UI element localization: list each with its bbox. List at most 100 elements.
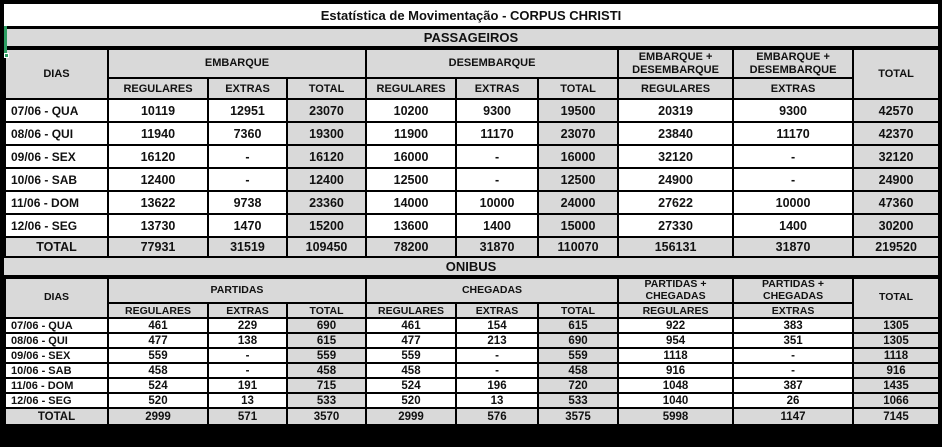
value-cell[interactable]: 458: [536, 362, 620, 380]
value-cell[interactable]: 19500: [537, 98, 620, 123]
value-cell[interactable]: -: [207, 167, 288, 192]
total-value-cell[interactable]: 7145: [852, 407, 941, 427]
value-cell[interactable]: 16120: [285, 144, 368, 169]
total-value-cell[interactable]: 2999: [107, 407, 209, 427]
day-cell[interactable]: 10/06 - SAB: [4, 167, 109, 192]
value-cell[interactable]: -: [455, 167, 540, 192]
value-cell[interactable]: 9300: [732, 98, 855, 123]
total-value-cell[interactable]: 31870: [732, 236, 855, 258]
value-cell[interactable]: 15200: [285, 213, 368, 238]
value-cell[interactable]: 1470: [207, 213, 288, 238]
value-cell[interactable]: 10000: [732, 190, 855, 215]
total-value-cell[interactable]: 576: [455, 407, 539, 427]
value-cell[interactable]: 32120: [617, 144, 735, 169]
total-value-cell[interactable]: 77931: [107, 236, 209, 258]
value-cell[interactable]: 559: [365, 347, 457, 365]
subheader-extras[interactable]: EXTRAS: [455, 77, 540, 100]
value-cell[interactable]: -: [455, 362, 539, 380]
value-cell[interactable]: 30200: [852, 213, 941, 238]
value-cell[interactable]: 458: [286, 362, 367, 380]
total-value-cell[interactable]: 78200: [365, 236, 458, 258]
value-cell[interactable]: 191: [207, 377, 288, 395]
value-cell[interactable]: 690: [536, 332, 620, 350]
fill-handle[interactable]: [4, 53, 9, 58]
subheader-regulares[interactable]: REGULARES: [365, 302, 457, 320]
day-cell[interactable]: 11/06 - DOM: [4, 377, 109, 395]
dias-header[interactable]: DIAS: [4, 48, 109, 100]
value-cell[interactable]: 461: [107, 317, 209, 335]
value-cell[interactable]: 26: [732, 392, 855, 410]
value-cell[interactable]: -: [732, 144, 855, 169]
group-header-embarque[interactable]: EMBARQUE: [106, 48, 368, 79]
total-label-cell[interactable]: TOTAL: [4, 407, 109, 427]
total-value-cell[interactable]: 31870: [455, 236, 540, 258]
day-cell[interactable]: 12/06 - SEG: [4, 213, 109, 238]
value-cell[interactable]: 19300: [285, 121, 368, 146]
value-cell[interactable]: 13: [207, 392, 288, 410]
subheader-extras[interactable]: EXTRAS: [455, 302, 539, 320]
group-header-emb-desemb-regulares[interactable]: EMBARQUE + DESEMBARQUE: [617, 48, 735, 79]
subheader-total[interactable]: TOTAL: [536, 302, 620, 320]
value-cell[interactable]: 16000: [537, 144, 620, 169]
value-cell[interactable]: 213: [455, 332, 539, 350]
subheader-extras[interactable]: EXTRAS: [207, 302, 288, 320]
subheader-total[interactable]: TOTAL: [285, 77, 368, 100]
value-cell[interactable]: 520: [107, 392, 209, 410]
value-cell[interactable]: 520: [365, 392, 457, 410]
day-cell[interactable]: 08/06 - QUI: [4, 332, 109, 350]
group-header-part-cheg-extras[interactable]: PARTIDAS + CHEGADAS: [732, 276, 855, 305]
value-cell[interactable]: -: [732, 347, 855, 365]
value-cell[interactable]: 533: [536, 392, 620, 410]
value-cell[interactable]: 11940: [107, 121, 209, 146]
day-cell[interactable]: 11/06 - DOM: [4, 190, 109, 215]
value-cell[interactable]: 12400: [107, 167, 209, 192]
value-cell[interactable]: 24900: [617, 167, 735, 192]
total-value-cell[interactable]: 109450: [285, 236, 368, 258]
value-cell[interactable]: 47360: [852, 190, 941, 215]
value-cell[interactable]: 13: [455, 392, 539, 410]
value-cell[interactable]: 383: [732, 317, 855, 335]
value-cell[interactable]: 916: [617, 362, 735, 380]
day-cell[interactable]: 07/06 - QUA: [4, 317, 109, 335]
total-value-cell[interactable]: 156131: [617, 236, 735, 258]
value-cell[interactable]: 1066: [852, 392, 941, 410]
value-cell[interactable]: 10000: [455, 190, 540, 215]
grand-total-header[interactable]: TOTAL: [852, 276, 941, 320]
value-cell[interactable]: 12951: [207, 98, 288, 123]
day-cell[interactable]: 08/06 - QUI: [4, 121, 109, 146]
value-cell[interactable]: 524: [107, 377, 209, 395]
value-cell[interactable]: 15000: [537, 213, 620, 238]
value-cell[interactable]: 27622: [617, 190, 735, 215]
value-cell[interactable]: 9300: [455, 98, 540, 123]
value-cell[interactable]: 20319: [617, 98, 735, 123]
subheader-regulares[interactable]: REGULARES: [107, 77, 209, 100]
value-cell[interactable]: -: [455, 347, 539, 365]
value-cell[interactable]: 916: [852, 362, 941, 380]
dias-header[interactable]: DIAS: [4, 276, 109, 320]
value-cell[interactable]: 1118: [852, 347, 941, 365]
value-cell[interactable]: 10200: [365, 98, 458, 123]
value-cell[interactable]: 533: [286, 392, 367, 410]
group-header-emb-desemb-extras[interactable]: EMBARQUE + DESEMBARQUE: [732, 48, 855, 79]
value-cell[interactable]: 42570: [852, 98, 941, 123]
subheader-regulares[interactable]: REGULARES: [617, 302, 735, 320]
subheader-regulares[interactable]: REGULARES: [365, 77, 458, 100]
total-value-cell[interactable]: 5998: [617, 407, 735, 427]
value-cell[interactable]: 12500: [365, 167, 458, 192]
value-cell[interactable]: 1048: [617, 377, 735, 395]
value-cell[interactable]: 12500: [537, 167, 620, 192]
grand-total-header[interactable]: TOTAL: [852, 48, 941, 100]
value-cell[interactable]: 23360: [285, 190, 368, 215]
subheader-regulares[interactable]: REGULARES: [107, 302, 209, 320]
value-cell[interactable]: 138: [207, 332, 288, 350]
group-header-partidas[interactable]: PARTIDAS: [107, 276, 367, 305]
value-cell[interactable]: 524: [365, 377, 457, 395]
value-cell[interactable]: 690: [286, 317, 367, 335]
value-cell[interactable]: 9738: [207, 190, 288, 215]
value-cell[interactable]: 1118: [617, 347, 735, 365]
value-cell[interactable]: 13622: [107, 190, 209, 215]
value-cell[interactable]: 387: [732, 377, 855, 395]
value-cell[interactable]: 351: [732, 332, 855, 350]
value-cell[interactable]: 1305: [852, 317, 941, 335]
value-cell[interactable]: 32120: [852, 144, 941, 169]
